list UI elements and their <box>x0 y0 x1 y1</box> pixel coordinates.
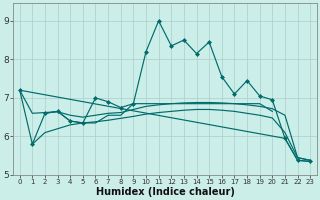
X-axis label: Humidex (Indice chaleur): Humidex (Indice chaleur) <box>96 187 234 197</box>
